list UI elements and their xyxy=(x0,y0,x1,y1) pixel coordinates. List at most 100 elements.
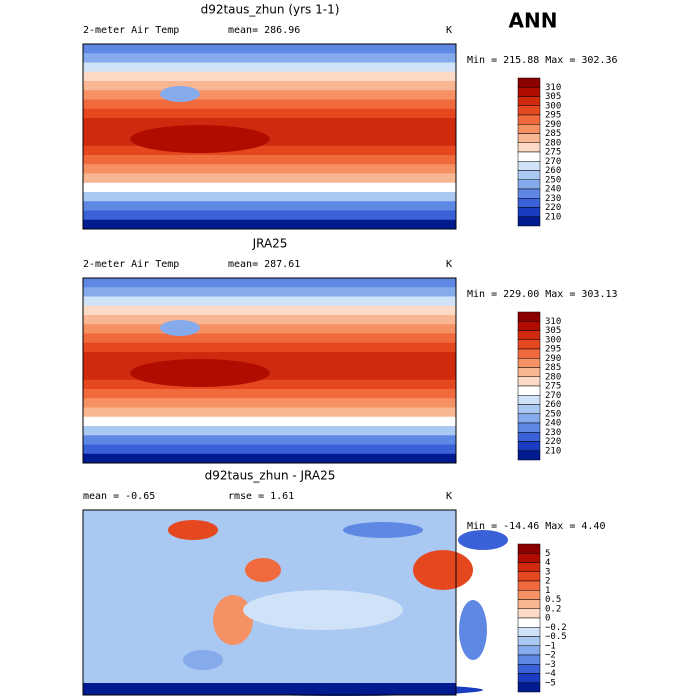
colorbar-label: 280 xyxy=(545,372,561,382)
left-label: mean = -0.65 xyxy=(83,491,155,502)
colorbar-box xyxy=(517,188,541,199)
colorbar-label: 305 xyxy=(545,92,561,102)
colorbar-box xyxy=(517,367,541,377)
colorbar-box xyxy=(517,441,541,451)
colorbar-label: 285 xyxy=(545,129,561,139)
colorbar-box xyxy=(517,170,541,180)
map xyxy=(82,43,457,230)
map-region xyxy=(245,558,281,582)
panel-title: d92taus_zhun - JRA25 xyxy=(205,469,336,483)
map-region xyxy=(343,522,423,538)
map-region xyxy=(160,320,200,336)
colorbar-label: 230 xyxy=(545,194,561,204)
map-band xyxy=(83,201,456,211)
map-region xyxy=(213,595,253,645)
colorbar-label: 250 xyxy=(545,175,561,185)
colorbar-label: 300 xyxy=(545,335,561,345)
colorbar-box xyxy=(517,580,541,591)
colorbar-box xyxy=(517,179,541,190)
map-band xyxy=(83,278,456,288)
map-band xyxy=(83,173,456,184)
map-band xyxy=(83,315,456,325)
map-band xyxy=(83,99,456,110)
colorbar-label: 290 xyxy=(545,120,561,130)
map-band xyxy=(83,71,456,82)
map-band xyxy=(83,127,456,137)
colorbar-label: 280 xyxy=(545,138,561,148)
map-band xyxy=(83,389,456,399)
colorbar-label: 240 xyxy=(545,419,561,429)
colorbar-label: 0.2 xyxy=(545,604,561,614)
colorbar-label: 220 xyxy=(545,203,561,213)
colorbar-label: 0.5 xyxy=(545,595,561,605)
colorbar-label: 275 xyxy=(545,382,561,392)
map-band xyxy=(83,155,456,165)
panel-title: JRA25 xyxy=(252,237,288,251)
colorbar-box xyxy=(517,385,541,396)
map-band xyxy=(83,435,456,445)
colorbar-label: 310 xyxy=(545,83,561,93)
colorbar-box xyxy=(517,590,541,600)
map-frame xyxy=(82,277,457,464)
colorbar-label: 270 xyxy=(545,391,561,401)
map-band xyxy=(83,324,456,334)
map-region xyxy=(413,550,473,590)
colorbar-label: 0 xyxy=(545,614,550,624)
colorbar-label: 270 xyxy=(545,157,561,167)
min-max: Min = 215.88 Max = 302.36 xyxy=(467,55,618,66)
colorbar-label: 260 xyxy=(545,400,561,410)
colorbar-box xyxy=(517,599,541,609)
colorbar-label: −3 xyxy=(545,660,556,670)
colorbar-label: 260 xyxy=(545,166,561,176)
colorbar-box xyxy=(517,645,541,656)
colorbar-label: 3 xyxy=(545,567,550,577)
min-max: Min = -14.46 Max = 4.40 xyxy=(467,521,605,532)
colorbar-box xyxy=(517,636,541,646)
map-band xyxy=(83,453,456,464)
colorbar-box xyxy=(517,161,541,171)
map-band xyxy=(83,426,456,436)
colorbar-label: 4 xyxy=(545,558,550,568)
map-band xyxy=(83,361,456,371)
colorbar-box xyxy=(517,553,541,563)
map-region xyxy=(130,359,270,387)
colorbar-label: 210 xyxy=(545,212,561,222)
map-region xyxy=(160,86,200,102)
colorbar-box xyxy=(517,664,541,674)
map-band xyxy=(83,192,456,202)
map-band xyxy=(83,352,456,362)
colorbar-box xyxy=(517,673,541,683)
map xyxy=(82,277,457,464)
units: K xyxy=(446,25,452,36)
units: K xyxy=(446,491,452,502)
colorbar-label: 285 xyxy=(545,363,561,373)
map-band xyxy=(83,407,456,418)
colorbar-box xyxy=(517,617,541,628)
map-region xyxy=(459,600,487,660)
colorbar-label: 290 xyxy=(545,354,561,364)
map-band xyxy=(83,333,456,344)
colorbar-box xyxy=(517,654,541,665)
colorbar-label: 5 xyxy=(545,549,550,559)
left-label: 2-meter Air Temp xyxy=(83,25,179,36)
map-band xyxy=(83,416,456,427)
colorbar-label: 210 xyxy=(545,446,561,456)
map-region xyxy=(243,590,403,630)
center-label: mean= 286.96 xyxy=(228,25,300,36)
colorbar-box xyxy=(517,124,541,134)
colorbar-label: −1 xyxy=(545,641,556,651)
map-band xyxy=(83,342,456,353)
map-band xyxy=(83,182,456,193)
map-region xyxy=(458,530,508,550)
map-region xyxy=(130,125,270,153)
map-band xyxy=(83,370,456,381)
colorbar-box xyxy=(517,608,541,619)
colorbar-box xyxy=(517,321,541,331)
colorbar-box xyxy=(517,358,541,368)
figure-title: ANN xyxy=(509,9,558,33)
colorbar-box xyxy=(517,77,541,88)
map-band xyxy=(83,444,456,455)
colorbar-box xyxy=(517,562,541,572)
map-region xyxy=(168,520,218,540)
